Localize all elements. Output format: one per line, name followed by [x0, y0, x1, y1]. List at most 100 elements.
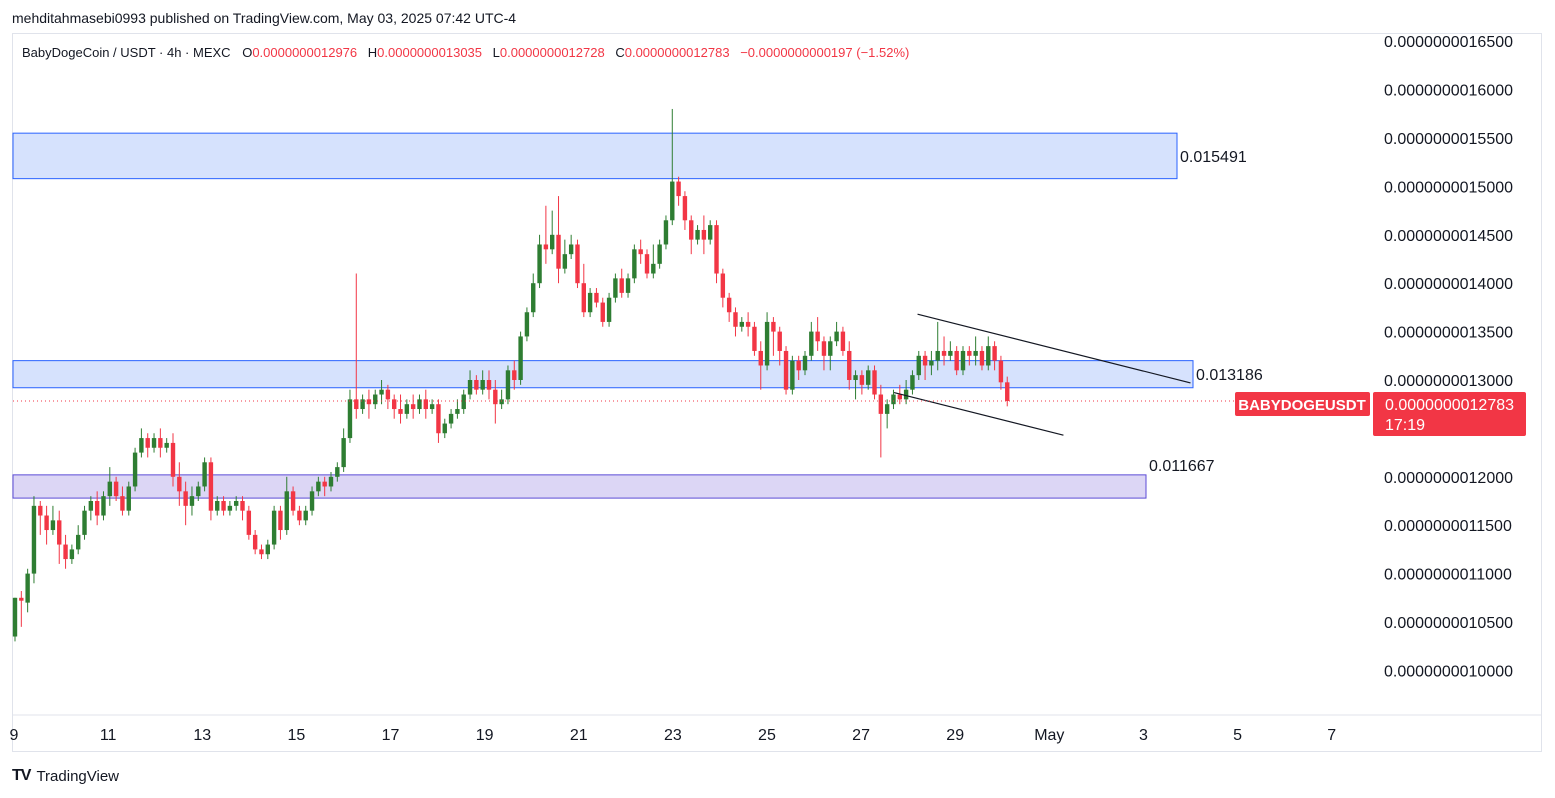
- candle: [379, 380, 384, 405]
- candle-body: [998, 360, 1004, 383]
- x-tick-label: 15: [287, 727, 305, 744]
- candle: [120, 486, 125, 516]
- candle-body: [828, 341, 833, 356]
- trendline-upper[interactable]: [917, 313, 1191, 384]
- close-value: 0.0000000012783: [624, 45, 730, 60]
- candle-body: [872, 370, 877, 395]
- candle-body: [398, 409, 403, 414]
- candle-body: [745, 321, 751, 327]
- candle: [531, 273, 536, 318]
- trendline-lower[interactable]: [893, 392, 1064, 436]
- candle: [252, 530, 258, 555]
- candle: [442, 418, 447, 439]
- candle-body: [227, 505, 233, 511]
- zone-resistance[interactable]: [12, 132, 1178, 180]
- tradingview-brand[interactable]: TV TradingView: [12, 767, 119, 785]
- y-tick-label: 0.0000000015500: [1384, 131, 1513, 148]
- candle: [543, 205, 549, 264]
- candle: [606, 292, 612, 327]
- candle-body: [922, 355, 928, 366]
- candle-body: [518, 336, 523, 380]
- candle: [625, 273, 631, 298]
- candle: [821, 336, 827, 371]
- candle-body: [88, 501, 94, 511]
- y-tick-label: 0.0000000014500: [1384, 228, 1513, 245]
- candle-body: [967, 350, 972, 356]
- candle-body: [57, 520, 62, 545]
- candle: [809, 321, 814, 361]
- candle-body: [164, 442, 169, 448]
- candle: [866, 365, 871, 390]
- open-value: 0.0000000012976: [252, 45, 358, 60]
- candle-body: [606, 297, 612, 322]
- candle-body: [726, 297, 732, 313]
- candles-layer: [12, 108, 1010, 642]
- price-tag-countdown: 17:19: [1385, 417, 1425, 434]
- candle-body: [101, 496, 106, 516]
- candle-body: [537, 244, 542, 284]
- candle-body: [973, 350, 978, 356]
- candle: [998, 355, 1004, 390]
- candle: [474, 375, 479, 395]
- candle: [701, 215, 707, 255]
- candle-body: [221, 501, 226, 511]
- candle-body: [916, 355, 921, 376]
- candle: [139, 428, 144, 458]
- candle-body: [322, 481, 327, 487]
- candle: [948, 341, 953, 361]
- candle: [960, 346, 966, 376]
- price-tag-value: 0.0000000012783: [1385, 397, 1514, 414]
- candle-body: [619, 278, 624, 293]
- candle: [265, 539, 270, 560]
- candle-body: [63, 544, 68, 560]
- candle: [878, 384, 884, 458]
- candle-body: [941, 350, 947, 356]
- candle: [512, 360, 517, 390]
- y-tick-label: 0.0000000013000: [1384, 373, 1513, 390]
- zone-support[interactable]: [12, 474, 1147, 499]
- candle: [733, 307, 738, 337]
- candle-body: [234, 501, 239, 506]
- candle: [322, 476, 327, 497]
- candle-body: [278, 510, 283, 531]
- zone-label-pivot: 0.013186: [1196, 367, 1263, 384]
- candle: [354, 273, 359, 419]
- candle-body: [689, 220, 694, 240]
- candle-body: [632, 249, 637, 279]
- candle: [745, 312, 751, 337]
- candle-body: [38, 505, 43, 516]
- candle: [221, 496, 226, 516]
- candle-body: [897, 394, 902, 400]
- candle: [644, 249, 650, 279]
- ticker-tag-label: BABYDOGEUSDT: [1238, 397, 1366, 414]
- symbol-label[interactable]: BabyDogeCoin / USDT · 4h · MEXC: [22, 45, 231, 60]
- price-axis[interactable]: 0.0000000016500 0.0000000016000 0.00000000…: [1384, 34, 1513, 680]
- candle-body: [448, 413, 454, 424]
- x-tick-label: May: [1034, 727, 1064, 744]
- candle-body: [271, 510, 277, 545]
- candle: [796, 355, 801, 380]
- candle-body: [638, 249, 643, 255]
- candle-body: [493, 389, 498, 405]
- zone-pivot[interactable]: [12, 360, 1194, 389]
- candle-body: [69, 549, 75, 560]
- candle: [366, 389, 372, 419]
- candle-body: [866, 370, 871, 385]
- candle: [303, 505, 308, 526]
- candle: [493, 380, 498, 424]
- candle: [505, 365, 511, 405]
- candle: [385, 384, 391, 410]
- candle-body: [809, 331, 814, 356]
- candle-body: [910, 375, 915, 390]
- candle-body: [297, 510, 302, 521]
- trendlines-layer: [893, 313, 1191, 436]
- candle-body: [379, 389, 384, 395]
- candle: [973, 336, 978, 366]
- candle: [568, 234, 574, 259]
- candle-body: [815, 331, 820, 342]
- time-axis[interactable]: 9 11 13 15 17 19 21 23 25 27 29 May 3 5 7: [10, 714, 1541, 744]
- zones-layer: 0.015491 0.013186 0.011667: [12, 132, 1263, 499]
- candle: [594, 288, 599, 308]
- candle: [316, 476, 321, 497]
